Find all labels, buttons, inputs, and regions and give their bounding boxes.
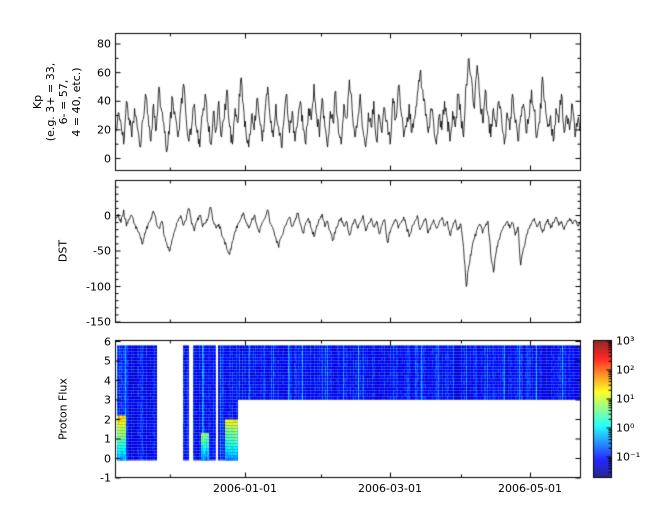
x-tick-label: 2006-03-01 bbox=[358, 482, 422, 495]
x-tick-label: 2006-05-01 bbox=[498, 482, 562, 495]
proton-flux-axis-label: Proton Flux bbox=[56, 378, 70, 440]
y-tick-label: 5 bbox=[104, 354, 111, 368]
x-tick-label: 2006-01-01 bbox=[213, 482, 277, 495]
y-tick-label: -1 bbox=[100, 471, 111, 485]
y-tick-label: 20 bbox=[97, 123, 111, 137]
y-tick-label: 60 bbox=[97, 66, 111, 80]
colorbar-tick-label: 10³ bbox=[616, 334, 635, 348]
y-tick-label: 40 bbox=[97, 94, 111, 108]
y-tick-label: 0 bbox=[104, 152, 111, 165]
dst-axis-label: DST bbox=[56, 239, 70, 263]
colorbar-tick-label: 10⁰ bbox=[616, 421, 635, 435]
y-tick-label: 6 bbox=[104, 335, 111, 348]
y-tick-label: -150 bbox=[86, 315, 111, 329]
kp-axis-label-line: 6- = 57, bbox=[57, 79, 70, 125]
y-tick-label: 3 bbox=[104, 393, 111, 407]
y-tick-label: -100 bbox=[86, 280, 111, 293]
y-tick-label: 4 bbox=[104, 374, 111, 387]
y-tick-label: -50 bbox=[93, 244, 111, 258]
y-tick-label: 80 bbox=[97, 37, 111, 51]
y-tick-label: 2 bbox=[104, 413, 111, 426]
y-tick-label: 0 bbox=[104, 209, 111, 222]
kp-axis-label-line: Kp bbox=[31, 94, 44, 110]
kp-axis-label-line: (e.g. 3+ = 33, bbox=[44, 62, 57, 142]
colorbar-tick-label: 10² bbox=[616, 363, 635, 377]
y-tick-label: 1 bbox=[104, 432, 111, 446]
y-tick-label: 0 bbox=[104, 452, 111, 465]
colorbar-tick-label: 10¹ bbox=[616, 392, 635, 406]
colorbar-tick-label: 10⁻¹ bbox=[616, 450, 641, 464]
